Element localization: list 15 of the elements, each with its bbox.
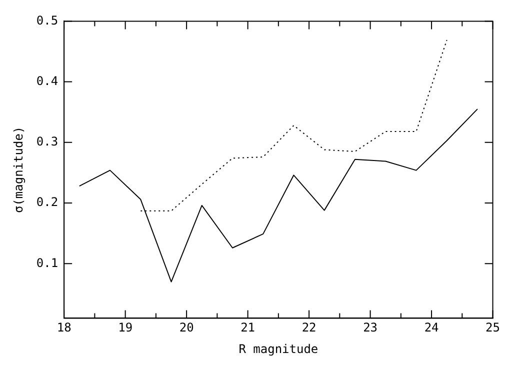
y-tick-label: 0.1 — [36, 256, 58, 270]
x-tick-label: 22 — [302, 320, 316, 335]
x-tick-label: 20 — [179, 320, 194, 335]
y-tick-label: 0.5 — [36, 13, 58, 28]
y-axis-title: σ(magnitude) — [11, 126, 26, 214]
y-tick-label: 0.4 — [36, 74, 58, 88]
x-tick-label: 18 — [56, 320, 72, 335]
y-tick-label: 0.3 — [36, 134, 58, 149]
x-tick-label: 24 — [424, 320, 439, 335]
x-tick-label: 25 — [486, 320, 500, 335]
x-tick-label: 21 — [240, 320, 256, 335]
x-axis-title: R magnitude — [238, 342, 318, 356]
x-tick-label: 23 — [363, 320, 378, 335]
y-tick-label: 0.2 — [36, 195, 58, 210]
x-tick-label: 19 — [118, 320, 133, 335]
